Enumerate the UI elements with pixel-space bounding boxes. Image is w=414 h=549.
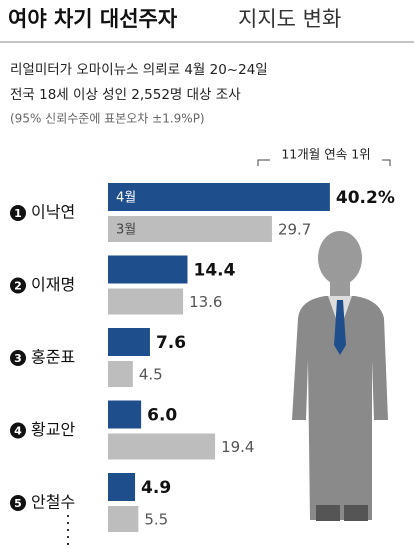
category-label: 이재명: [31, 275, 75, 294]
value-label: 6.0: [147, 406, 177, 426]
category-label: 황교안: [31, 420, 75, 439]
person-figure: [292, 231, 388, 521]
value-label: 40.2%: [336, 188, 395, 208]
bar: [108, 361, 133, 387]
bar: [108, 328, 150, 356]
legend-label: 3월: [116, 223, 136, 238]
value-label: 29.7: [278, 221, 311, 239]
bar: [108, 473, 136, 501]
rank-badge: [10, 277, 26, 294]
bar: [108, 288, 184, 315]
value-label: 4.5: [139, 366, 163, 384]
category-label: 안철수: [31, 493, 75, 512]
rank-number: 4: [14, 425, 22, 438]
legend-label: 4월: [116, 191, 136, 206]
bar: [108, 506, 139, 532]
subtitle: (95% 신뢰수준에 표본오차 ±1.9%P): [10, 112, 205, 126]
rank-number: 3: [14, 352, 22, 365]
bar: [108, 400, 142, 429]
bar: [108, 255, 188, 284]
value-label: 4.9: [141, 478, 171, 498]
bar: [108, 433, 216, 460]
value-label: 5.5: [144, 511, 168, 529]
annotation: 11개월 연속 1위: [281, 147, 370, 162]
bar: [108, 183, 330, 211]
value-label: 19.4: [221, 438, 254, 456]
value-label: 14.4: [193, 261, 235, 281]
chart-title-suffix: 지지도 변화: [238, 7, 341, 31]
rank-badge: [10, 350, 26, 366]
category-label: 홍준표: [31, 348, 75, 367]
chart-title: 여야 차기 대선주자: [8, 7, 178, 31]
rank-number: 5: [14, 497, 22, 510]
rank-badge: [10, 205, 26, 221]
rank-badge: [10, 422, 26, 439]
bar: [108, 216, 272, 242]
annotation-bg: [270, 145, 382, 165]
value-label: 13.6: [189, 293, 222, 311]
subtitle: 리얼미터가 오마이뉴스 의뢰로 4월 20~24일: [10, 62, 268, 78]
rank-number: 2: [14, 280, 22, 293]
value-label: 7.6: [156, 333, 186, 353]
subtitle: 전국 18세 이상 성인 2,552명 대상 조사: [10, 87, 241, 103]
rank-badge: [10, 495, 26, 511]
category-label: 이낙연: [31, 203, 75, 222]
rank-number: 1: [14, 207, 22, 220]
